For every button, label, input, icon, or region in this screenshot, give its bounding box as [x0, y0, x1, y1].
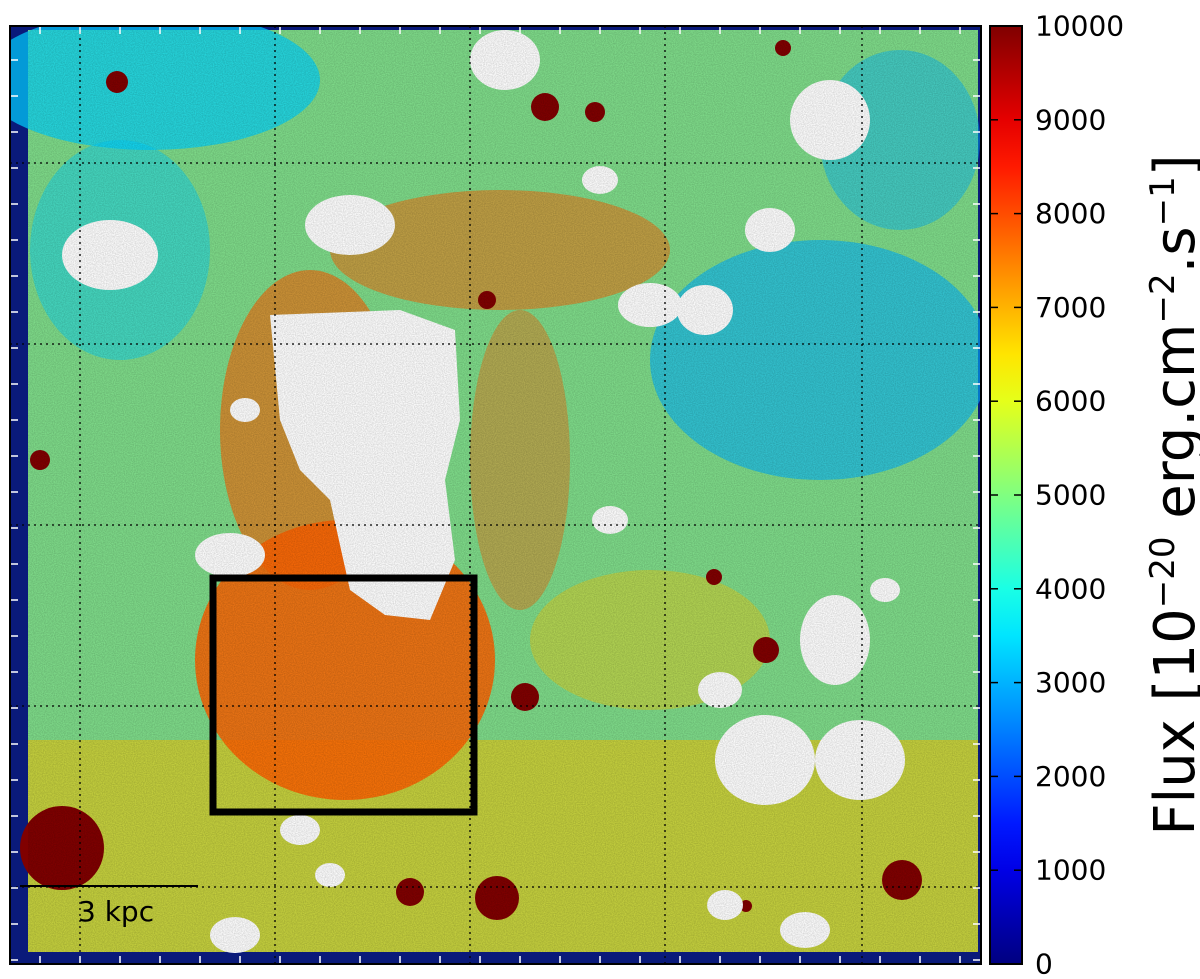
colorbar-tick-label: 8000 — [1035, 197, 1106, 230]
colorbar-tick-label: 6000 — [1035, 385, 1106, 418]
colorbar-tick-label: 4000 — [1035, 572, 1106, 605]
colorbar-title: Flux [10−20 erg.cm−2.s−1] — [1143, 154, 1200, 835]
colorbar-title-part: Flux [10 — [1143, 608, 1200, 835]
map-axis-ticks — [10, 26, 981, 964]
scale-bar-label: 3 kpc — [78, 895, 154, 928]
flux-map: 3 kpc — [9, 25, 982, 965]
colorbar-tick-label: 10000 — [1035, 10, 1124, 43]
colorbar-tick-label: 7000 — [1035, 291, 1106, 324]
colorbar-tick-label: 0 — [1035, 948, 1053, 979]
colorbar-tick-label: 1000 — [1035, 854, 1106, 887]
colorbar-tick-label: 3000 — [1035, 666, 1106, 699]
colorbar-tick-label: 9000 — [1035, 103, 1106, 136]
colorbar-tick-labels: 0 1000 2000 3000 4000 5000 6000 7000 8000 9000 100… — [1035, 10, 1124, 979]
colorbar-title-part: ] — [1143, 154, 1200, 176]
colorbar-title-part: −2 — [1143, 273, 1183, 323]
colorbar-tick-label: 5000 — [1035, 479, 1106, 512]
colorbar-ticks — [990, 25, 1022, 965]
map-grid — [10, 26, 981, 964]
map-border — [9, 25, 982, 965]
colorbar-tick-label: 2000 — [1035, 760, 1106, 793]
colorbar-title-part: .s — [1143, 226, 1200, 273]
colorbar-title-part: −1 — [1143, 176, 1183, 226]
colorbar-title-part: erg.cm — [1143, 324, 1200, 537]
map-noise-texture — [28, 30, 978, 952]
colorbar: 0 1000 2000 3000 4000 5000 6000 7000 8000 9000 100… — [989, 10, 1200, 979]
colorbar-title-part: −20 — [1143, 537, 1183, 609]
map-image — [10, 26, 981, 953]
highlight-box — [209, 574, 478, 816]
